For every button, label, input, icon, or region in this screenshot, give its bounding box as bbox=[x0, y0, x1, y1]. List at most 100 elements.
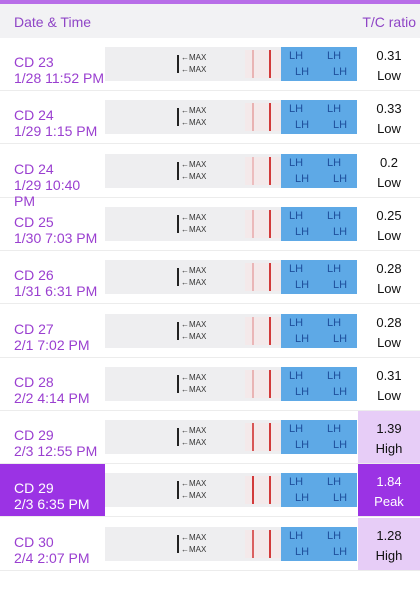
ratio-cell: 0.2 Low bbox=[358, 145, 420, 197]
brand-label: LH bbox=[295, 439, 310, 452]
brand-label: LH bbox=[327, 263, 342, 276]
test-line bbox=[252, 50, 254, 78]
test-line bbox=[252, 209, 254, 238]
result-row[interactable]: CD 23 1/28 11:52 PM ←MAX ←MAX LH LH LH LH 0.31 Lo… bbox=[0, 38, 420, 91]
cycle-day: CD 27 bbox=[14, 320, 54, 337]
test-line bbox=[252, 263, 254, 292]
level: Low bbox=[377, 334, 401, 350]
brand-label: LH bbox=[327, 369, 342, 382]
test-strip: ←MAX ←MAX LH LH LH LH bbox=[105, 366, 357, 401]
result-window bbox=[245, 369, 285, 398]
brand-label: LH bbox=[333, 66, 348, 78]
brand-label: LH bbox=[295, 545, 310, 558]
max-label: ←MAX bbox=[181, 266, 207, 276]
level: High bbox=[375, 441, 403, 457]
control-line bbox=[269, 369, 271, 398]
test-strip: ←MAX ←MAX LH LH LH LH bbox=[105, 153, 357, 188]
result-row[interactable]: CD 29 2/3 6:35 PM ←MAX ←MAX LH LH LH LH 1.84 Peak bbox=[0, 464, 420, 518]
max-label: ←MAX bbox=[181, 384, 207, 394]
brand-label: LH bbox=[295, 279, 310, 292]
control-line bbox=[269, 423, 271, 452]
result-window bbox=[245, 50, 285, 78]
max-marker bbox=[177, 214, 179, 233]
max-marker bbox=[177, 321, 179, 340]
max-marker bbox=[177, 268, 179, 287]
level: Low bbox=[377, 68, 401, 83]
date-cell: CD 29 2/3 6:35 PM bbox=[0, 464, 105, 517]
max-label: ←MAX bbox=[181, 331, 207, 341]
max-label: ←MAX bbox=[181, 479, 207, 489]
control-line bbox=[269, 316, 271, 345]
result-row[interactable]: CD 24 1/29 1:15 PM ←MAX ←MAX LH LH LH LH 0.33 Low bbox=[0, 91, 420, 145]
result-row[interactable]: CD 24 1/29 10:40 PM ←MAX ←MAX LH LH LH LH 0.2 Low bbox=[0, 145, 420, 209]
strip-handle bbox=[281, 366, 357, 401]
test-strip: ←MAX ←MAX LH LH LH LH bbox=[105, 260, 357, 295]
date-cell: CD 24 1/29 1:15 PM bbox=[0, 91, 105, 143]
brand-label: LH bbox=[333, 492, 348, 505]
test-line bbox=[252, 529, 254, 558]
test-line bbox=[252, 369, 254, 398]
result-window bbox=[245, 476, 285, 505]
brand-label: LH bbox=[289, 316, 304, 329]
max-label: ←MAX bbox=[181, 278, 207, 288]
cycle-day: CD 25 bbox=[14, 213, 54, 230]
brand-label: LH bbox=[289, 209, 304, 222]
result-row[interactable]: CD 26 1/31 6:31 PM ←MAX ←MAX LH LH LH LH 0.28 Low bbox=[0, 251, 420, 305]
brand-label: LH bbox=[327, 209, 342, 222]
cycle-day: CD 28 bbox=[14, 373, 54, 390]
result-row[interactable]: CD 27 2/1 7:02 PM ←MAX ←MAX LH LH LH LH 0.28 Low bbox=[0, 305, 420, 358]
date-time: 1/30 7:03 PM bbox=[14, 229, 98, 246]
tc-ratio: 0.31 bbox=[376, 48, 402, 63]
brand-label: LH bbox=[295, 332, 310, 345]
brand-label: LH bbox=[289, 263, 304, 276]
brand-label: LH bbox=[289, 476, 304, 489]
brand-label: LH bbox=[327, 316, 342, 329]
control-line bbox=[269, 50, 271, 78]
brand-label: LH bbox=[289, 529, 304, 542]
max-marker bbox=[177, 161, 179, 180]
max-label: ←MAX bbox=[181, 319, 207, 329]
result-window bbox=[245, 316, 285, 345]
result-row[interactable]: CD 29 2/3 12:55 PM ←MAX ←MAX LH LH LH LH 1.39 Hig… bbox=[0, 411, 420, 465]
result-row[interactable]: CD 30 2/4 2:07 PM ←MAX ←MAX LH LH LH LH 1.28 High bbox=[0, 517, 420, 571]
brand-label: LH bbox=[327, 529, 342, 542]
result-row[interactable]: CD 28 2/2 4:14 PM ←MAX ←MAX LH LH LH LH 0.31 Low bbox=[0, 358, 420, 411]
max-label: ←MAX bbox=[181, 171, 207, 181]
result-window bbox=[245, 529, 285, 558]
date-time: 2/1 7:02 PM bbox=[14, 336, 90, 353]
tc-ratio: 0.28 bbox=[376, 261, 402, 277]
max-label: ←MAX bbox=[181, 532, 207, 542]
test-line bbox=[252, 476, 254, 505]
strip-handle bbox=[281, 473, 357, 508]
date-cell: CD 23 1/28 11:52 PM bbox=[0, 38, 105, 90]
strip-handle bbox=[281, 313, 357, 348]
ratio-cell: 1.39 High bbox=[358, 411, 420, 464]
control-line bbox=[269, 476, 271, 505]
tc-ratio: 0.28 bbox=[376, 314, 402, 330]
max-marker bbox=[177, 108, 179, 127]
date-cell: CD 29 2/3 12:55 PM bbox=[0, 411, 105, 463]
brand-label: LH bbox=[295, 492, 310, 505]
brand-label: LH bbox=[289, 156, 304, 169]
tc-ratio: 0.31 bbox=[376, 367, 402, 383]
cycle-day: CD 24 bbox=[14, 107, 54, 124]
date-cell: CD 30 2/4 2:07 PM bbox=[0, 518, 105, 570]
brand-label: LH bbox=[289, 103, 304, 116]
date-time: 1/31 6:31 PM bbox=[14, 283, 98, 300]
test-line bbox=[252, 423, 254, 452]
max-label: ←MAX bbox=[181, 106, 207, 116]
max-marker bbox=[177, 481, 179, 500]
max-marker bbox=[177, 55, 179, 73]
tc-ratio: 1.28 bbox=[376, 527, 402, 543]
table-header: Date & Time T/C ratio bbox=[0, 4, 420, 38]
test-strip: ←MAX ←MAX LH LH LH LH bbox=[105, 206, 357, 241]
result-row[interactable]: CD 25 1/30 7:03 PM ←MAX ←MAX LH LH LH LH 0.25 Low bbox=[0, 198, 420, 251]
brand-label: LH bbox=[333, 119, 348, 132]
result-window bbox=[245, 423, 285, 452]
strip-handle bbox=[281, 206, 357, 241]
test-line bbox=[252, 316, 254, 345]
brand-label: LH bbox=[327, 103, 342, 116]
brand-label: LH bbox=[333, 545, 348, 558]
cycle-day: CD 23 bbox=[14, 54, 54, 70]
test-line bbox=[252, 103, 254, 132]
